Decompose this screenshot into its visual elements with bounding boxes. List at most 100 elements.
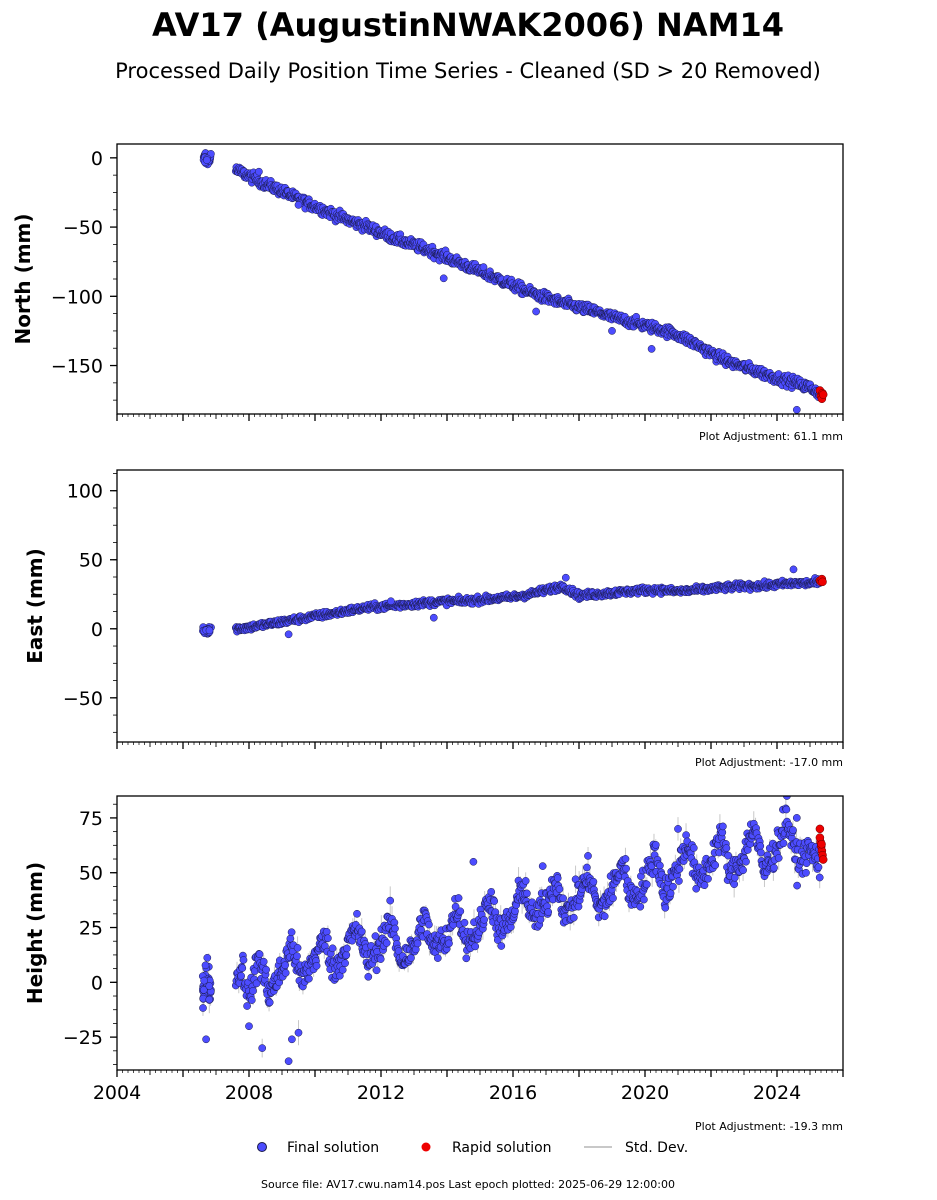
y-tick-label: −50 [63,217,103,239]
final-point [669,882,677,891]
final-point [608,327,616,335]
rapid-point [817,839,826,849]
final-point [287,928,296,937]
final-point [201,961,210,970]
y-tick-label: 0 [91,972,103,994]
plot-adjustment: Plot Adjustment: 61.1 mm [699,430,843,443]
final-point [281,969,290,977]
final-point [293,944,302,952]
final-point [259,957,268,966]
final-point [312,961,321,970]
final-point [376,955,385,963]
final-point [561,573,570,582]
final-point [324,934,332,943]
legend-final-marker [257,1142,267,1152]
legend-final-label: Final solution [287,1140,379,1156]
final-point [357,927,366,936]
final-point [294,1028,303,1037]
final-point [451,902,460,911]
legend: Final solution Rapid solution Std. Dev. [257,1140,688,1156]
final-point [521,877,530,885]
final-point [538,862,547,870]
plot-adjustment: Plot Adjustment: -17.0 mm [695,756,843,769]
x-tick-label: 2008 [225,1082,273,1104]
final-point [553,874,562,882]
y-axis-label: North (mm) [11,213,35,344]
final-point [202,1035,210,1044]
y-tick-label: 25 [79,918,103,940]
final-point [704,874,712,883]
final-point [666,889,675,898]
final-point [774,854,783,862]
final-point [255,950,264,959]
final-point [258,1044,267,1052]
rapid-point [815,824,825,834]
panels: 0 −50 −100 −150 North (mm) Plot Adjustment: 6… [11,143,844,1133]
y-axis-label: East (mm) [23,548,47,664]
final-point [802,868,810,877]
y-tick-label: 100 [67,481,103,503]
final-point [445,939,453,948]
final-point [305,974,313,983]
final-point [656,861,664,870]
final-point [739,866,747,875]
plot-area [198,796,828,1066]
rapid-point [818,855,828,864]
y-tick-label: 50 [79,550,103,572]
final-point [555,885,564,893]
final-point [255,167,263,176]
plot-area [199,149,828,414]
final-point [792,814,801,822]
final-point [238,964,247,972]
final-point [205,982,214,990]
rapid-point [818,390,828,399]
final-point [569,913,578,922]
final-point [353,909,361,918]
final-point [719,822,727,831]
final-point [429,613,438,622]
final-point [532,307,540,316]
final-point [574,902,583,911]
final-point [640,895,648,904]
final-point [724,851,733,860]
final-point [386,896,395,905]
final-point [589,877,598,886]
final-point [789,565,798,574]
x-tick-label: 2020 [621,1082,669,1104]
final-point [711,861,720,870]
final-point [462,954,471,963]
final-point [425,920,433,929]
final-point [609,894,617,903]
final-point [583,863,591,872]
final-point [661,903,670,912]
final-point [247,996,256,1004]
final-point [814,863,823,872]
source-footer: Source file: AV17.cwu.nam14.pos Last epo… [261,1178,675,1191]
legend-rapid-marker [421,1142,431,1152]
final-point [622,864,630,873]
final-point [487,888,496,896]
y-tick-label: 0 [91,148,103,170]
x-tick-label: 2004 [93,1082,141,1104]
final-point [460,918,469,927]
final-point [692,884,701,893]
final-point [770,863,778,872]
final-point [288,1035,296,1044]
x-tick-label: 2024 [753,1082,801,1104]
final-point [203,156,211,164]
final-point [647,345,656,353]
final-point [700,881,709,890]
x-tick-label: 2016 [489,1082,537,1104]
final-point [480,915,488,924]
final-point [454,894,463,902]
final-point [243,1002,251,1010]
final-point [338,966,347,974]
panel-0: 0 −50 −100 −150 North (mm) Plot Adjustment: 6… [11,143,844,443]
final-point [722,844,731,852]
final-point [413,939,422,948]
y-axis-label: Height (mm) [23,862,47,1004]
final-point [341,959,349,968]
x-tick-label: 2012 [357,1082,405,1104]
chart-title: AV17 (AugustinNWAK2006) NAM14 [152,6,784,44]
